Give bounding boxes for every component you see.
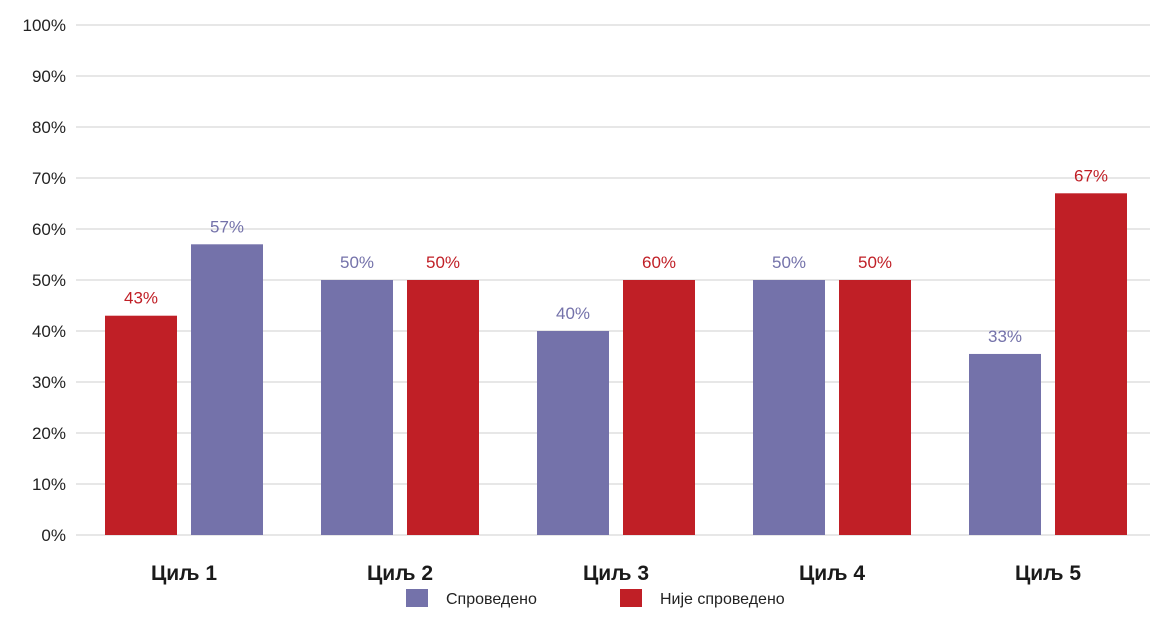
y-tick-label: 10% <box>32 475 66 494</box>
y-tick-label: 80% <box>32 118 66 137</box>
y-tick-label: 70% <box>32 169 66 188</box>
bar <box>623 280 695 535</box>
y-tick-label: 20% <box>32 424 66 443</box>
y-tick-label: 0% <box>41 526 66 545</box>
legend-label: Спроведено <box>446 591 537 608</box>
legend-swatch <box>406 589 428 607</box>
data-label: 50% <box>340 253 374 272</box>
data-label: 50% <box>426 253 460 272</box>
data-label: 43% <box>124 289 158 308</box>
y-tick-label: 30% <box>32 373 66 392</box>
y-tick-label: 100% <box>23 16 66 35</box>
bar <box>969 353 1041 535</box>
legend-label: Није спроведено <box>660 591 785 608</box>
bar <box>537 331 609 535</box>
bar <box>321 280 393 535</box>
y-tick-label: 90% <box>32 67 66 86</box>
legend-swatch <box>620 589 642 607</box>
bar <box>753 280 825 535</box>
x-category-label: Циљ 5 <box>1015 562 1081 585</box>
data-label: 57% <box>210 217 244 236</box>
data-label: 33% <box>988 327 1022 346</box>
bar <box>407 280 479 535</box>
data-label: 40% <box>556 304 590 323</box>
y-tick-label: 50% <box>32 271 66 290</box>
y-tick-label: 40% <box>32 322 66 341</box>
bar <box>1055 193 1127 536</box>
data-label: 50% <box>858 253 892 272</box>
y-tick-label: 60% <box>32 220 66 239</box>
x-category-label: Циљ 1 <box>151 562 217 585</box>
data-label: 67% <box>1074 166 1108 185</box>
x-category-label: Циљ 3 <box>583 562 649 585</box>
bar <box>105 315 177 535</box>
bar <box>191 244 263 536</box>
bar <box>839 280 911 535</box>
x-category-label: Циљ 2 <box>367 562 433 585</box>
x-category-label: Циљ 4 <box>799 562 865 585</box>
data-label: 60% <box>642 253 676 272</box>
data-label: 50% <box>772 253 806 272</box>
